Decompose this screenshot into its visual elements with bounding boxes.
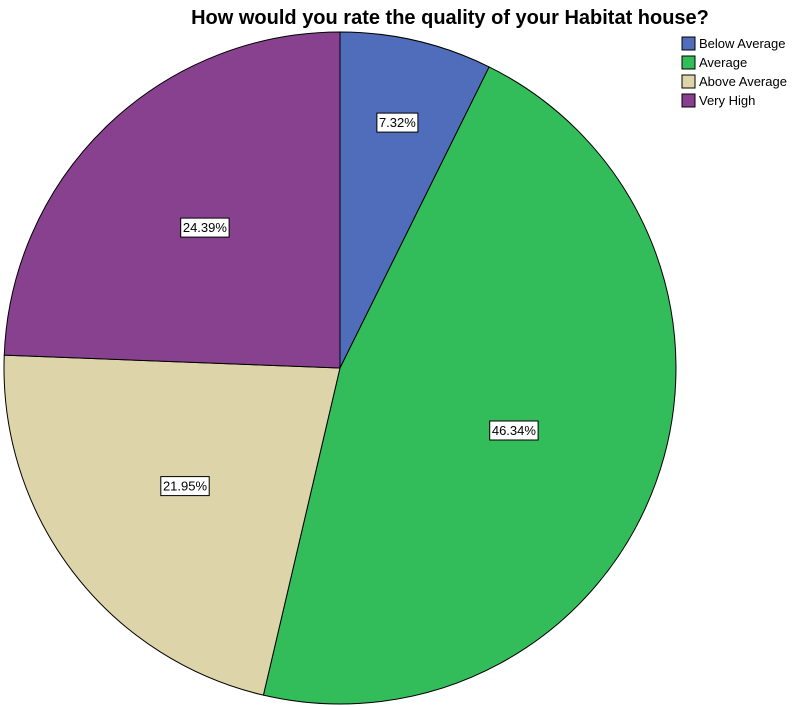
legend-label: Above Average (699, 74, 787, 89)
pie-data-label-very-high: 24.39% (180, 217, 230, 238)
legend-label: Average (699, 55, 747, 70)
data-label-text: 7.32% (379, 115, 416, 130)
legend-item-very-high: Very High (681, 93, 755, 108)
pie-data-label-below-average: 7.32% (376, 112, 419, 133)
legend-swatch (681, 93, 696, 108)
data-label-box (160, 476, 210, 497)
chart-title: How would you rate the quality of your H… (191, 7, 709, 29)
legend-swatch (681, 74, 696, 89)
legend-label: Below Average (699, 36, 786, 51)
data-label-text: 24.39% (183, 220, 228, 235)
legend-label: Very High (699, 93, 755, 108)
pie-slice-very-high (3, 31, 341, 369)
pie-data-label-average: 46.34% (489, 420, 539, 441)
legend-item-above-average: Above Average (681, 74, 787, 89)
data-label-text: 21.95% (163, 479, 208, 494)
pie-slice-average (262, 66, 677, 705)
legend-swatch (681, 55, 696, 70)
pie-data-label-above-average: 21.95% (160, 476, 210, 497)
data-label-box (180, 217, 230, 238)
legend: Below Average Average Above Average Very Hi… (681, 36, 787, 108)
data-label-box (489, 420, 539, 441)
legend-item-average: Average (681, 55, 747, 70)
data-label-text: 46.34% (492, 423, 537, 438)
pie-slice-above-average (3, 354, 341, 696)
data-label-box (376, 112, 419, 133)
legend-swatch (681, 36, 696, 51)
pie-data-labels: 7.32% 46.34% 21.95% 24.39% (160, 112, 539, 497)
pie-slices (3, 31, 677, 705)
legend-item-below-average: Below Average (681, 36, 786, 51)
